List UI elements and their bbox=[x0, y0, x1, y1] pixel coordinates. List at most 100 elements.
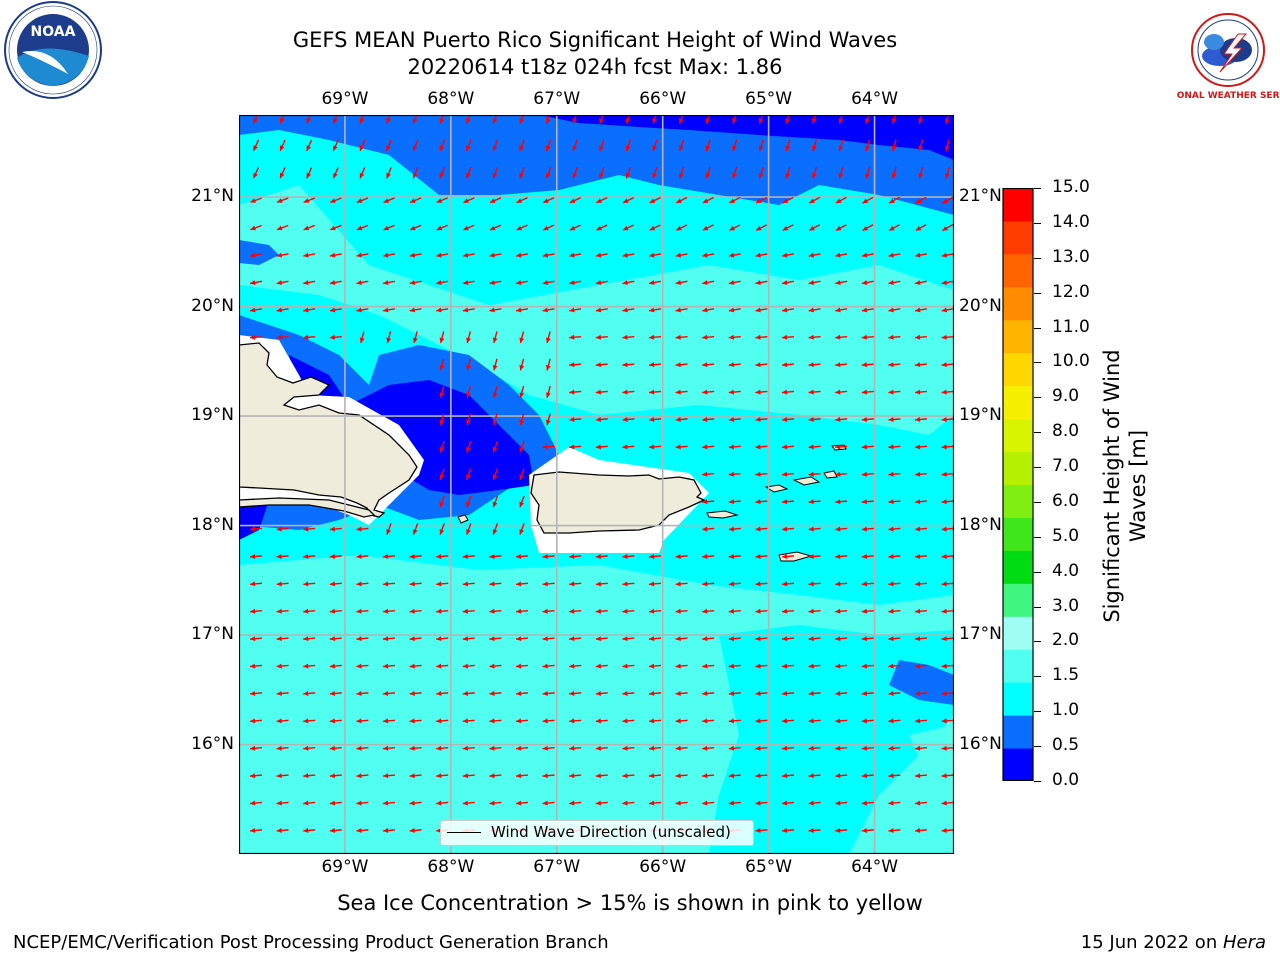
arrow-250 bbox=[622, 362, 635, 368]
arrow-599 bbox=[542, 773, 555, 779]
arrow-421 bbox=[835, 581, 848, 587]
arrow-520 bbox=[595, 690, 608, 696]
arrow-346 bbox=[835, 499, 848, 505]
arrow-160 bbox=[914, 252, 928, 258]
arrow-396 bbox=[888, 553, 901, 559]
arrow-340 bbox=[519, 495, 525, 508]
arrow-36 bbox=[492, 139, 499, 152]
arrow-285 bbox=[492, 413, 498, 426]
arrow-178 bbox=[675, 280, 688, 286]
arrow-133 bbox=[915, 224, 927, 232]
arrow-556 bbox=[835, 718, 848, 724]
arrow-590 bbox=[303, 773, 316, 779]
arrow-304 bbox=[466, 440, 472, 453]
colorbar-tick-14: 1.5 bbox=[1052, 665, 1080, 686]
arrow-559 bbox=[914, 718, 928, 724]
arrow-665 bbox=[861, 827, 874, 833]
arrow-207 bbox=[728, 307, 741, 313]
arrow-490 bbox=[515, 663, 529, 669]
arrow-201 bbox=[569, 307, 582, 313]
arrow-272 bbox=[675, 389, 688, 395]
arrow-463 bbox=[515, 636, 529, 642]
arrow-552 bbox=[728, 718, 741, 724]
lat-label-right-1: 20°N bbox=[959, 295, 1002, 316]
arrow-184 bbox=[835, 280, 848, 286]
arrow-578 bbox=[702, 745, 715, 751]
arrow-399 bbox=[249, 581, 263, 587]
arrow-431 bbox=[382, 608, 396, 614]
arrow-497 bbox=[702, 663, 715, 669]
arrow-488 bbox=[462, 663, 475, 669]
arrow-324 bbox=[466, 468, 472, 481]
arrow-332 bbox=[835, 471, 848, 477]
arrow-424 bbox=[914, 581, 928, 587]
arrow-406 bbox=[436, 581, 449, 587]
arrow-55 bbox=[279, 167, 286, 179]
arrow-573 bbox=[569, 745, 582, 751]
lat-label-left-3: 18°N bbox=[191, 514, 234, 535]
arrow-522 bbox=[648, 690, 662, 696]
arrow-0 bbox=[252, 115, 259, 124]
arrow-622 bbox=[436, 800, 449, 806]
arrow-577 bbox=[675, 745, 688, 751]
arrow-98 bbox=[702, 196, 714, 204]
arrow-331 bbox=[808, 471, 821, 477]
arrow-461 bbox=[462, 636, 475, 642]
arrow-541 bbox=[436, 718, 449, 724]
arrow-260 bbox=[888, 362, 901, 368]
arrow-71 bbox=[705, 166, 711, 179]
arrow-536 bbox=[303, 718, 316, 724]
lon-label-top-1: 68°W bbox=[427, 89, 475, 109]
arrow-214 bbox=[914, 307, 928, 313]
arrow-30 bbox=[332, 139, 339, 152]
arrow-109 bbox=[276, 224, 289, 231]
arrow-1 bbox=[279, 115, 285, 124]
arrow-286 bbox=[519, 413, 525, 426]
footer-host: Hera bbox=[1222, 932, 1266, 953]
arrow-554 bbox=[781, 718, 795, 724]
graticule bbox=[239, 115, 954, 854]
arrow-437 bbox=[542, 608, 555, 614]
arrow-432 bbox=[409, 608, 422, 614]
arrow-318 bbox=[835, 444, 848, 450]
arrow-341 bbox=[702, 499, 715, 505]
arrow-566 bbox=[382, 745, 396, 751]
arrow-351 bbox=[249, 526, 263, 532]
colorbar-label-line1: Significant Height of Wind bbox=[1100, 349, 1124, 623]
arrow-128 bbox=[782, 224, 794, 232]
arrow-362 bbox=[702, 526, 715, 532]
arrow-546 bbox=[569, 718, 582, 724]
arrow-614 bbox=[941, 773, 954, 779]
colorbar-tick-6: 9.0 bbox=[1052, 386, 1080, 407]
arrow-452 bbox=[941, 608, 954, 614]
arrow-150 bbox=[648, 252, 662, 258]
arrow-255 bbox=[755, 362, 768, 368]
arrow-140 bbox=[382, 252, 396, 258]
arrow-387 bbox=[648, 553, 662, 559]
arrow-466 bbox=[595, 636, 608, 642]
arrow-248 bbox=[569, 362, 582, 368]
arrow-489 bbox=[489, 663, 502, 669]
arrow-384 bbox=[569, 553, 582, 559]
arrow-240 bbox=[888, 334, 901, 340]
arrow-294 bbox=[728, 416, 741, 422]
arrow-609 bbox=[808, 773, 821, 779]
arrow-3 bbox=[332, 115, 338, 124]
arrow-511 bbox=[356, 690, 369, 696]
lat-label-right-0: 21°N bbox=[959, 186, 1002, 207]
arrow-145 bbox=[515, 252, 529, 258]
arrow-45 bbox=[732, 139, 738, 152]
arrow-223 bbox=[439, 331, 445, 344]
arrow-418 bbox=[755, 581, 768, 587]
arrow-596 bbox=[462, 773, 475, 779]
arrow-500 bbox=[781, 663, 795, 669]
arrow-230 bbox=[622, 334, 635, 340]
arrow-258 bbox=[835, 362, 848, 368]
arrow-453 bbox=[249, 636, 263, 642]
land-puerto-rico bbox=[530, 471, 706, 534]
arrow-198 bbox=[489, 307, 502, 313]
arrow-135 bbox=[249, 252, 263, 258]
arrow-213 bbox=[888, 307, 901, 313]
arrow-75 bbox=[811, 166, 818, 179]
arrow-175 bbox=[595, 280, 608, 286]
